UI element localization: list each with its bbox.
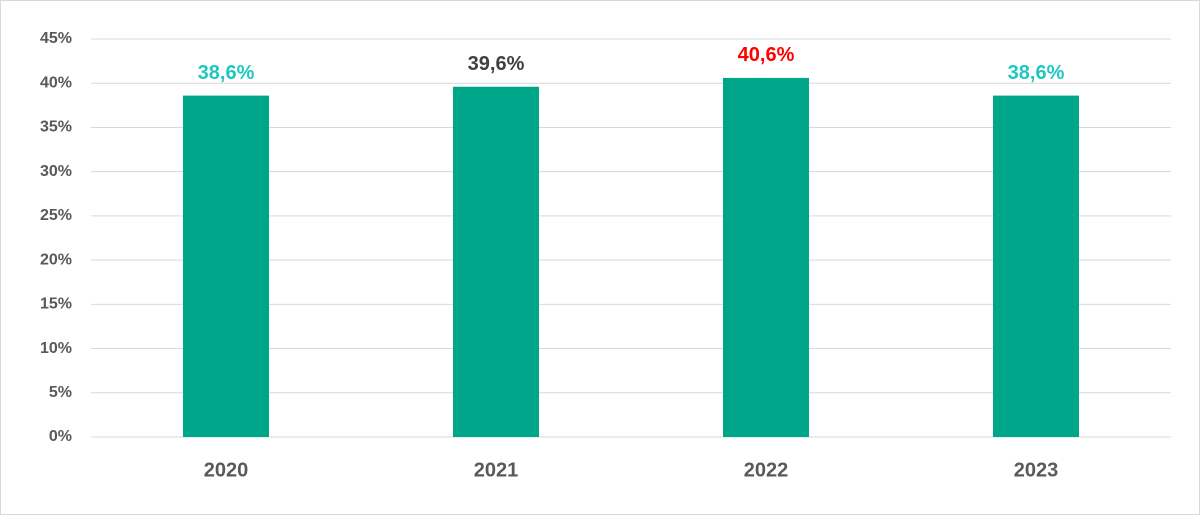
x-tick-label: 2021 bbox=[474, 459, 519, 481]
bar bbox=[183, 95, 269, 438]
value-label: 38,6% bbox=[1008, 62, 1065, 84]
y-tick-label: 40% bbox=[40, 74, 72, 91]
x-tick-label: 2023 bbox=[1014, 459, 1059, 481]
bar bbox=[723, 77, 809, 437]
x-tick-label: 2022 bbox=[744, 459, 789, 481]
y-tick-label: 5% bbox=[49, 384, 72, 401]
y-tick-label: 0% bbox=[49, 428, 72, 445]
x-tick-label: 2020 bbox=[204, 459, 249, 481]
y-tick-label: 35% bbox=[40, 119, 72, 136]
y-tick-label: 10% bbox=[40, 340, 72, 357]
y-tick-label: 25% bbox=[40, 207, 72, 224]
value-label: 40,6% bbox=[738, 44, 795, 66]
y-tick-label: 45% bbox=[40, 30, 72, 47]
value-label: 38,6% bbox=[198, 62, 255, 84]
y-tick-label: 30% bbox=[40, 163, 72, 180]
value-label: 39,6% bbox=[468, 53, 525, 75]
bar bbox=[993, 95, 1079, 438]
y-tick-label: 20% bbox=[40, 251, 72, 268]
bar bbox=[453, 86, 539, 437]
y-tick-label: 15% bbox=[40, 296, 72, 313]
